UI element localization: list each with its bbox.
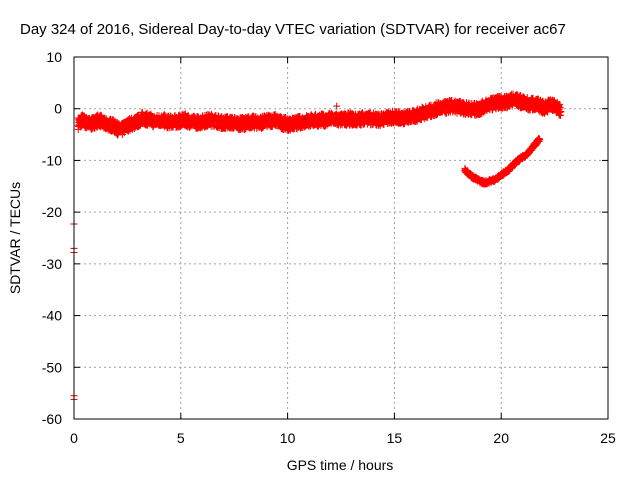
chart-title: Day 324 of 2016, Sidereal Day-to-day VTE… (20, 21, 566, 38)
y-tick-label: -60 (42, 411, 62, 427)
lower-arc-point (536, 135, 544, 143)
y-tick-label: -10 (42, 152, 62, 168)
x-tick-label: 15 (387, 430, 403, 446)
x-tick-label: 10 (280, 430, 296, 446)
y-tick-label: 0 (54, 101, 62, 117)
y-axis-label: SDTVAR / TECUs (7, 182, 23, 294)
y-tick-label: -50 (42, 359, 62, 375)
main-band-point (557, 108, 565, 116)
y-tick-label: -30 (42, 256, 62, 272)
outlier-point (418, 103, 426, 111)
tick-labels: 0 5 10 15 20 25 10 0 -10 -20 -30 -40 -50 -60 (42, 49, 616, 446)
y-tick-label: -40 (42, 308, 62, 324)
outlier-point (301, 116, 309, 124)
x-axis-label: GPS time / hours (287, 457, 394, 473)
axis-ticks (73, 56, 609, 420)
y-tick-label: -20 (42, 204, 62, 220)
x-tick-label: 0 (70, 430, 78, 446)
x-tick-label: 20 (493, 430, 509, 446)
plot-frame (73, 56, 609, 420)
x-tick-label: 25 (600, 430, 616, 446)
outlier-point (333, 102, 341, 110)
data-points (70, 90, 565, 403)
y-tick-label: 10 (46, 49, 62, 65)
x-tick-label: 5 (177, 430, 185, 446)
main-band-point (480, 108, 488, 116)
